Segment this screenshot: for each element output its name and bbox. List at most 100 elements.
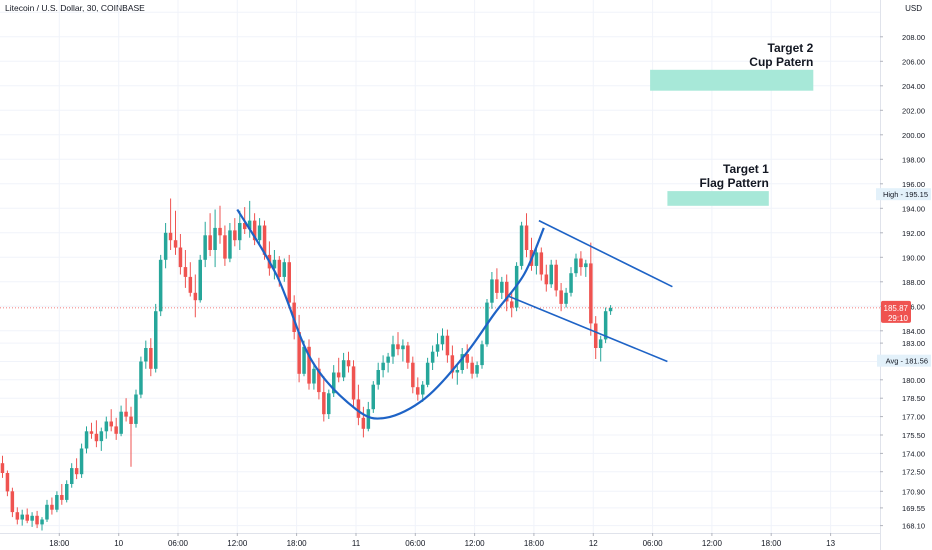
candle: [559, 283, 563, 312]
candle-body: [470, 362, 474, 374]
candle: [381, 355, 385, 378]
y-tick-label: 188.00: [902, 278, 925, 287]
candle: [569, 267, 573, 297]
candle-body: [371, 384, 375, 410]
candle-body: [45, 504, 49, 520]
y-tick-label: 206.00: [902, 57, 925, 66]
price-axis-bg: [880, 0, 932, 550]
candle: [465, 344, 469, 369]
candle-body: [381, 362, 385, 371]
candle: [371, 381, 375, 413]
target-2-pattern-label: Flag Pattern: [699, 176, 768, 190]
candle: [589, 242, 593, 336]
candle-body: [500, 281, 504, 293]
y-tick-label: 170.90: [902, 487, 925, 496]
candle-body: [465, 354, 469, 363]
y-tick-label: 174.00: [902, 449, 925, 458]
y-tick-label: 200.00: [902, 131, 925, 140]
candle: [139, 356, 143, 399]
candle-body: [416, 387, 420, 395]
candle: [193, 274, 198, 318]
candle: [218, 205, 222, 244]
candle-body: [233, 230, 237, 241]
candle: [510, 291, 514, 318]
candle: [297, 314, 301, 383]
candle: [70, 463, 74, 488]
candle: [327, 389, 331, 419]
candle-body: [564, 292, 568, 304]
candle-body: [218, 227, 222, 236]
candle-body: [594, 323, 598, 348]
candle: [287, 254, 291, 308]
candle: [247, 200, 252, 238]
candle-body: [317, 368, 321, 393]
candle-body: [421, 384, 425, 395]
candle: [154, 303, 158, 373]
candle: [549, 259, 553, 288]
candle-body: [490, 279, 494, 303]
candle-body: [361, 417, 366, 429]
candle-body: [188, 276, 193, 293]
candle-body: [109, 421, 113, 427]
candle: [356, 384, 361, 426]
candle-body: [544, 274, 549, 285]
candle-body: [74, 468, 79, 475]
candle-body: [243, 223, 247, 230]
candle: [425, 357, 430, 388]
candle: [55, 491, 59, 513]
candle-body: [277, 259, 282, 277]
candle: [386, 352, 390, 373]
candle-body: [440, 335, 445, 345]
candle-body: [603, 311, 608, 340]
candle: [79, 443, 84, 478]
candle: [564, 287, 568, 308]
candle: [109, 409, 113, 432]
candle: [65, 480, 69, 503]
candle-body: [327, 393, 331, 415]
candle-body: [510, 301, 514, 308]
candle-body: [366, 409, 371, 429]
candle: [336, 357, 341, 383]
candle-body: [435, 344, 440, 352]
y-tick-label: 169.55: [902, 504, 925, 513]
chart-title: Litecoin / U.S. Dollar, 30, COINBASE: [5, 3, 145, 13]
candle: [74, 458, 79, 480]
candle: [376, 362, 380, 390]
candle: [252, 213, 257, 246]
target-box-2: [667, 191, 769, 206]
candle-body: [584, 263, 588, 268]
candle-body: [430, 351, 435, 363]
x-tick-label: 06:00: [168, 539, 189, 548]
candle-body: [351, 366, 356, 400]
candle: [238, 210, 242, 250]
candle-body: [65, 484, 69, 500]
candle-body: [475, 365, 479, 374]
candle-body: [307, 346, 311, 384]
candle-body: [79, 448, 84, 475]
candle: [391, 335, 395, 364]
candle: [20, 509, 24, 526]
currency-label: USD: [905, 4, 922, 13]
y-tick-label: 177.00: [902, 413, 925, 422]
candle: [406, 341, 410, 369]
candle: [50, 497, 54, 515]
x-tick-label: 12: [589, 539, 598, 548]
candle: [104, 416, 109, 439]
candle: [411, 356, 415, 394]
candle: [208, 213, 212, 257]
candle-body: [70, 468, 74, 484]
candle: [544, 264, 549, 292]
candle: [168, 198, 173, 250]
candle-body: [168, 232, 173, 241]
candle-body: [0, 463, 5, 473]
candle-body: [302, 346, 306, 374]
current-price-value: 185.87: [884, 304, 909, 313]
candle-body: [297, 332, 301, 374]
candle: [495, 268, 499, 299]
x-tick-label: 18:00: [49, 539, 70, 548]
candle-body: [282, 262, 286, 277]
candle-body: [346, 360, 351, 367]
candle-body: [30, 515, 34, 521]
